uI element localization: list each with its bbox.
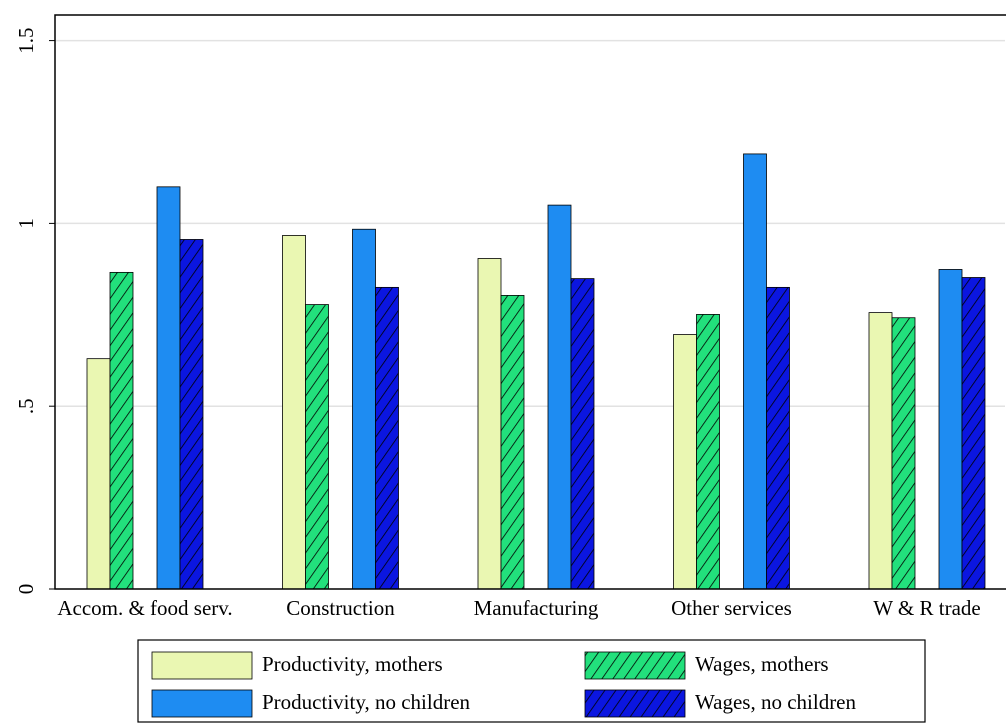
y-tick-label: 1 [14,218,38,229]
bar-hatch [571,278,594,589]
bar-hatch [696,314,720,589]
bar-hatch [501,295,524,589]
legend-swatch-hatch [585,652,685,679]
bar [547,204,572,590]
bar [156,186,181,590]
bar [743,153,767,590]
bar [86,358,111,590]
plot-frame [54,14,1006,590]
y-tick-label: 0 [14,584,38,595]
legend-swatch [151,651,253,680]
bar-hatch [110,272,133,589]
bar-hatch [892,317,915,589]
y-tick-label: 1.5 [14,27,38,53]
x-tick-label: W & R trade [873,596,981,620]
y-tick-label: .5 [14,398,38,414]
bar [282,235,306,590]
bar [352,228,376,590]
x-tick-label: Other services [671,596,792,620]
legend-label: Wages, mothers [695,652,829,676]
bar [938,269,963,590]
legend-label: Productivity, mothers [262,652,443,676]
bar-hatch [766,287,790,589]
bar-hatch [962,277,985,589]
bar-hatch [180,239,203,590]
x-tick-label: Accom. & food serv. [57,596,232,620]
legend-box [137,639,926,723]
legend-swatch [151,689,253,718]
x-tick-label: Construction [286,596,395,620]
bar [673,334,697,590]
bar [868,312,893,590]
bar-hatch [375,287,399,589]
legend-label: Productivity, no children [262,690,471,714]
legend-swatch-hatch [585,690,685,717]
x-tick-label: Manufacturing [474,596,599,620]
bar [477,258,502,590]
bar-hatch [305,304,329,589]
legend-label: Wages, no children [695,690,857,714]
